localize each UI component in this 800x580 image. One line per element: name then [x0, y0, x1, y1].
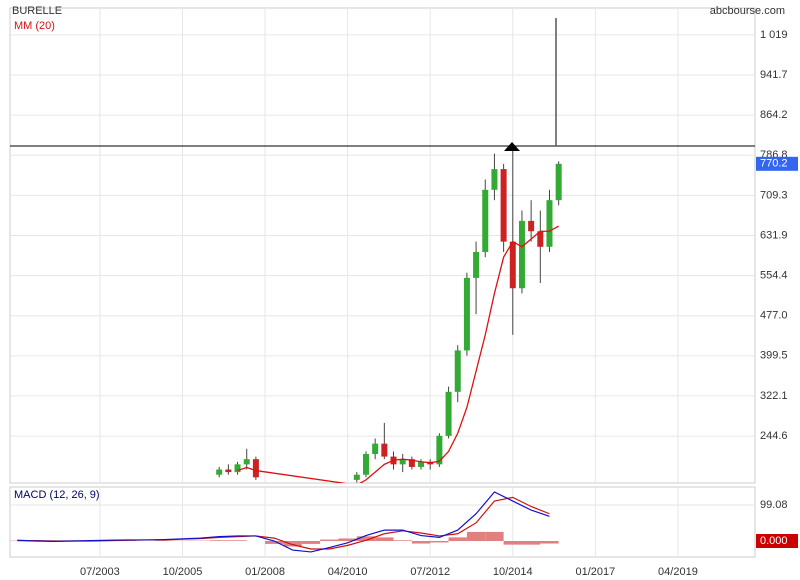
indicator-label: MM (20) — [14, 20, 55, 32]
x-tick-label: 04/2010 — [328, 566, 368, 578]
candle-body — [225, 469, 232, 473]
x-tick-label: 10/2005 — [163, 566, 203, 578]
candle-body — [418, 461, 425, 467]
main-panel — [9, 7, 756, 484]
candle-body — [500, 169, 507, 242]
zero-label-box — [756, 534, 798, 549]
candle-body — [353, 474, 360, 480]
macd-hist-bar — [448, 537, 467, 542]
candle-body — [399, 459, 406, 465]
macd-hist-bar — [375, 537, 394, 542]
macd-hist-bar — [521, 541, 541, 545]
last-price-label: 770.2 — [760, 158, 788, 170]
macd-hist-bar — [485, 531, 504, 542]
candle-body — [216, 469, 223, 475]
macd-hist-bar — [393, 540, 412, 542]
candle-body — [463, 277, 470, 351]
candle-body — [234, 464, 241, 473]
macd-hist-bar — [503, 541, 522, 545]
last-price-box — [756, 156, 798, 171]
candle-body — [491, 169, 498, 190]
y-tick-label: 709.3 — [760, 189, 788, 201]
candle-body — [454, 350, 461, 392]
x-tick-label: 10/2014 — [493, 566, 533, 578]
macd-hist-bar — [283, 541, 302, 547]
candle-body — [473, 251, 480, 278]
candle-body — [537, 231, 544, 247]
candle-body — [482, 189, 489, 252]
y-tick-label: 554.4 — [760, 270, 788, 282]
candle-body — [528, 220, 535, 232]
candle-body — [381, 443, 388, 457]
y-tick-label: 244.6 — [760, 430, 788, 442]
macd-hist-bar — [301, 541, 321, 544]
x-tick-label: 07/2012 — [410, 566, 450, 578]
y-tick-label: 322.1 — [760, 390, 788, 402]
x-tick-label: 01/2008 — [245, 566, 285, 578]
x-tick-label: 01/2017 — [575, 566, 615, 578]
macd-hist-bar — [265, 541, 284, 544]
candle-body — [555, 163, 562, 201]
zero-label: 0.000 — [760, 535, 788, 547]
marker-arrow — [504, 142, 520, 151]
candle-body — [546, 200, 553, 247]
candle-body — [408, 459, 415, 467]
y-tick-label: 941.7 — [760, 69, 788, 81]
candle-body — [445, 391, 452, 436]
macd-hist-bar — [430, 541, 449, 543]
candle-body — [372, 443, 379, 454]
source-label: abcbourse.com — [710, 5, 785, 17]
candle-body — [518, 220, 525, 289]
macd-hist-bar — [466, 531, 486, 542]
candle-body — [362, 453, 369, 475]
candle-body — [252, 459, 259, 478]
candle-body — [243, 459, 250, 465]
macd-hist-bar — [210, 540, 229, 542]
macd-hist-bar — [356, 536, 376, 542]
macd-hist-bar — [228, 540, 247, 542]
y-tick-label: 864.2 — [760, 109, 788, 121]
macd-hist-bar — [540, 541, 559, 544]
candle-body — [436, 435, 443, 465]
macd-hist-bar — [320, 539, 339, 542]
moving-average — [237, 225, 559, 483]
chart-title: BURELLE — [12, 5, 62, 17]
candle-body — [509, 241, 516, 289]
macd-hist-bar — [338, 538, 357, 542]
y-tick-label: 477.0 — [760, 310, 788, 322]
y-tick-label: 631.9 — [760, 229, 788, 241]
macd-hist-bar — [411, 541, 431, 544]
macd-panel — [9, 486, 756, 558]
x-tick-label: 07/2003 — [80, 566, 120, 578]
macd-title: MACD (12, 26, 9) — [14, 489, 100, 501]
y-tick-label: 399.5 — [760, 350, 788, 362]
y-tick-label: 99.08 — [760, 499, 788, 511]
macd-line — [17, 491, 550, 553]
y-tick-label: 1 019 — [760, 29, 788, 41]
x-tick-label: 04/2019 — [658, 566, 698, 578]
